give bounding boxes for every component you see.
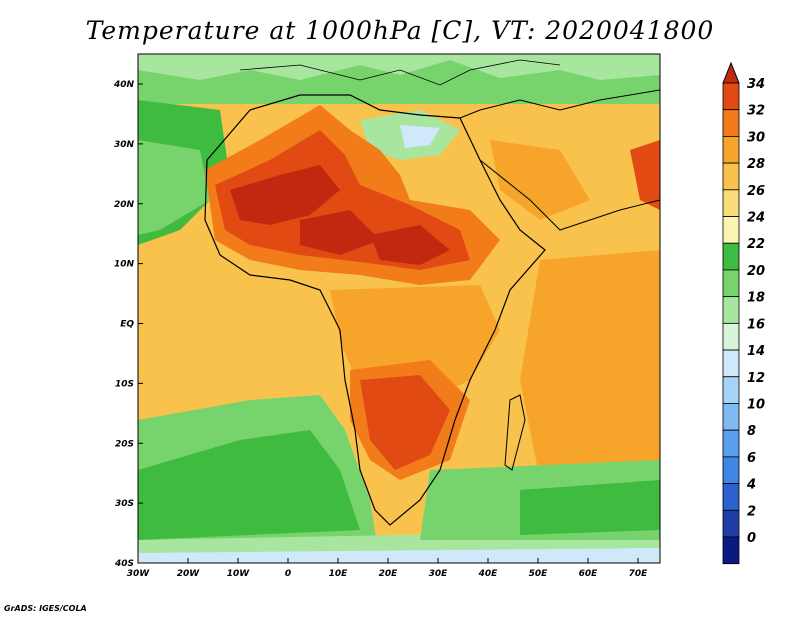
colorbar-level-label: 0 xyxy=(747,531,756,546)
lat-tick-label: 20N xyxy=(114,200,135,210)
lon-tick-label: 30E xyxy=(429,569,449,579)
lon-tick-label: 30W xyxy=(127,569,151,579)
colorbar-swatch xyxy=(722,322,740,351)
colorbar-level-label: 14 xyxy=(747,344,765,359)
colorbar-level-label: 28 xyxy=(747,157,765,172)
colorbar-level-label: 8 xyxy=(747,424,756,439)
credit-text: GrADS: IGES/COLA xyxy=(4,604,87,613)
lat-tick-label: EQ xyxy=(120,320,134,330)
colorbar-swatch xyxy=(722,82,740,111)
lat-tick-label: 10N xyxy=(114,260,135,270)
colorbar-level-label: 2 xyxy=(747,504,756,519)
colorbar-swatch xyxy=(722,162,740,191)
lat-tick-label: 10S xyxy=(115,379,134,389)
colorbar-level-label: 26 xyxy=(747,184,765,199)
lat-tick-label: 30N xyxy=(114,140,135,150)
colorbar-swatch xyxy=(722,509,740,538)
longitude-tick-labels: 30W 20W 10W 0 10E 20E 30E 40E 50E 60E 70E xyxy=(127,558,648,579)
colorbar-max-triangle xyxy=(722,61,740,84)
colorbar-swatch xyxy=(722,216,740,244)
lon-tick-label: 70E xyxy=(629,569,649,579)
lon-tick-label: 60E xyxy=(579,569,599,579)
lon-tick-label: 10W xyxy=(227,569,251,579)
map-frame xyxy=(137,53,661,564)
lat-tick-label: 20S xyxy=(115,439,134,449)
lon-tick-label: 10E xyxy=(329,569,349,579)
latitude-tick-labels: 40N 30N 20N 10N EQ 10S 20S 30S 40S xyxy=(113,80,143,569)
colorbar-level-label: 18 xyxy=(747,291,765,306)
colorbar-swatch xyxy=(722,349,740,378)
lat-tick-label: 40N xyxy=(113,80,135,90)
colorbar-level-label: 22 xyxy=(747,237,765,252)
colorbar-swatch xyxy=(722,456,740,484)
colorbar-swatch xyxy=(722,242,740,271)
colorbar-level-label: 32 xyxy=(747,104,765,119)
colorbar-level-label: 24 xyxy=(747,211,765,226)
colorbar-level-label: 30 xyxy=(747,130,765,145)
colorbar-level-label: 10 xyxy=(747,397,765,412)
colorbar-level-label: 12 xyxy=(747,371,765,386)
colorbar-level-label: 4 xyxy=(746,478,756,493)
colorbar-level-label: 16 xyxy=(747,317,765,332)
colorbar-swatch xyxy=(722,109,740,137)
lat-tick-label: 40S xyxy=(114,559,134,569)
colorbar-swatch xyxy=(722,136,740,164)
colorbar-level-label: 20 xyxy=(747,264,765,279)
lon-tick-label: 0 xyxy=(285,569,291,579)
lon-tick-label: 50E xyxy=(529,569,549,579)
colorbar-swatch xyxy=(722,429,740,458)
colorbar-swatch xyxy=(722,189,740,217)
colorbar-swatch xyxy=(722,376,740,404)
colorbar-swatch xyxy=(722,269,740,298)
lon-tick-label: 40E xyxy=(478,569,499,579)
colorbar-level-label: 34 xyxy=(747,77,765,92)
lon-tick-label: 20E xyxy=(379,569,399,579)
colorbar-swatch xyxy=(722,483,740,511)
colorbar-swatch xyxy=(722,536,740,565)
colorbar-swatch xyxy=(722,296,740,324)
temperature-field xyxy=(138,54,660,563)
lon-tick-label: 20W xyxy=(177,569,201,579)
lat-tick-label: 30S xyxy=(115,499,134,509)
colorbar-level-label: 6 xyxy=(747,451,756,466)
map-title: Temperature at 1000hPa [C], VT: 20200418… xyxy=(85,16,715,45)
colorbar-swatch xyxy=(722,403,740,431)
